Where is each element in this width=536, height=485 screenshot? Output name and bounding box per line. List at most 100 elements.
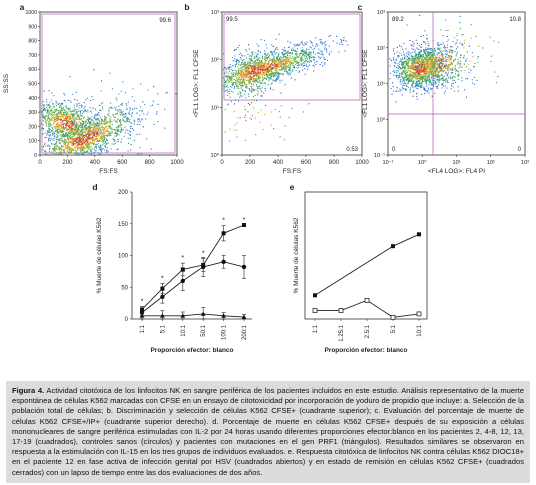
- scatter-dot: [319, 39, 321, 41]
- scatter-dot: [91, 132, 93, 134]
- scatter-dot: [105, 139, 107, 141]
- scatter-dot: [291, 52, 293, 54]
- scatter-dot: [110, 148, 112, 150]
- scatter-dot: [258, 63, 260, 65]
- scatter-dot: [420, 46, 422, 48]
- scatter-dot: [340, 41, 342, 43]
- scatter-dot: [75, 137, 77, 139]
- scatter-dot: [62, 133, 64, 135]
- scatter-dot: [301, 58, 303, 60]
- scatter-dot: [111, 88, 113, 90]
- scatter-dot: [284, 64, 286, 66]
- scatter-dot: [85, 144, 87, 146]
- scatter-dot: [97, 132, 99, 134]
- scatter-dot: [223, 88, 225, 90]
- scatter-dot: [241, 60, 243, 62]
- scatter-dot: [56, 139, 58, 141]
- scatter-dot: [442, 60, 444, 62]
- scatter-dot: [83, 139, 85, 141]
- scatter-dot: [83, 128, 85, 130]
- scatter-dot: [56, 120, 58, 122]
- scatter-dot: [71, 133, 73, 135]
- scatter-dot: [130, 114, 132, 116]
- scatter-dot: [259, 65, 261, 67]
- scatter-dot: [282, 59, 284, 61]
- scatter-dot: [71, 120, 73, 122]
- scatter-dot: [250, 78, 252, 80]
- scatter-dot: [71, 150, 73, 152]
- scatter-dot: [404, 73, 406, 75]
- scatter-dot: [425, 62, 427, 64]
- scatter-dot: [99, 140, 101, 142]
- scatter-dot: [265, 71, 267, 73]
- scatter-dot: [251, 90, 253, 92]
- scatter-dot: [52, 113, 54, 115]
- scatter-dot: [100, 139, 102, 141]
- scatter-dot: [232, 65, 234, 67]
- scatter-dot: [276, 59, 278, 61]
- scatter-dot: [67, 120, 69, 122]
- scatter-dot: [69, 136, 71, 138]
- scatter-dot: [250, 118, 252, 120]
- scatter-dot: [428, 92, 430, 94]
- scatter-dot: [254, 60, 256, 62]
- scatter-dot: [93, 139, 95, 141]
- scatter-dot: [274, 52, 276, 54]
- scatter-dot: [94, 147, 96, 149]
- scatter-dot: [282, 54, 284, 56]
- scatter-dot: [301, 64, 303, 66]
- scatter-dot: [277, 58, 279, 60]
- scatter-dot: [59, 131, 61, 133]
- scatter-dot: [411, 62, 413, 64]
- scatter-dot: [418, 58, 420, 60]
- quadrant-ul-percent: 89.2: [392, 17, 404, 23]
- scatter-dot: [89, 107, 91, 109]
- scatter-dot: [66, 140, 68, 142]
- scatter-dot: [248, 66, 250, 68]
- scatter-dot: [225, 89, 227, 91]
- scatter-dot: [70, 117, 72, 119]
- scatter-dot: [339, 43, 341, 45]
- scatter-dot: [82, 123, 84, 125]
- scatter-dot: [48, 117, 50, 119]
- scatter-dot: [268, 54, 270, 56]
- scatter-dot: [415, 77, 417, 79]
- scatter-dot: [98, 147, 100, 149]
- scatter-dot: [423, 61, 425, 63]
- scatter-dot: [140, 83, 142, 85]
- scatter-dot: [430, 69, 432, 71]
- scatter-dot: [309, 59, 311, 61]
- scatter-dot: [95, 139, 97, 141]
- scatter-dot: [75, 125, 77, 127]
- scatter-dot: [282, 55, 284, 57]
- scatter-dot: [399, 79, 401, 81]
- scatter-dot: [108, 112, 110, 114]
- scatter-dot: [416, 84, 418, 86]
- scatter-dot: [270, 69, 272, 71]
- scatter-dot: [82, 128, 84, 130]
- scatter-dot: [271, 60, 273, 62]
- scatter-dot: [66, 116, 68, 118]
- scatter-dot: [230, 66, 232, 68]
- scatter-dot: [426, 70, 428, 72]
- scatter-dot: [80, 122, 82, 124]
- scatter-dot: [96, 134, 98, 136]
- scatter-dot: [68, 125, 70, 127]
- scatter-dot: [417, 58, 419, 60]
- scatter-dot: [436, 85, 438, 87]
- scatter-dot: [286, 57, 288, 59]
- scatter-dot: [403, 78, 405, 80]
- scatter-dot: [231, 80, 233, 82]
- scatter-dot: [407, 82, 409, 84]
- scatter-dot: [278, 33, 280, 35]
- scatter-dot: [88, 144, 90, 146]
- scatter-dot: [238, 53, 240, 55]
- scatter-dot: [60, 140, 62, 142]
- scatter-dot: [139, 121, 141, 123]
- scatter-dot: [67, 129, 69, 131]
- scatter-dot: [403, 84, 405, 86]
- scatter-dot: [63, 142, 65, 144]
- scatter-dot: [89, 127, 91, 129]
- scatter-dot: [62, 131, 64, 133]
- scatter-dot: [42, 146, 44, 148]
